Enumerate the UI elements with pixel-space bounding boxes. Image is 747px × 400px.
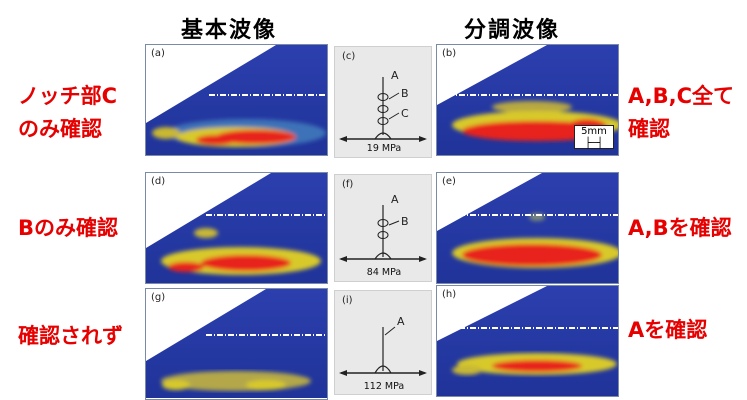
scale-bar: 5mm ├─┤ — [574, 125, 614, 149]
pressure-i: 112 MPa — [363, 381, 405, 392]
panel-label-g: (g) — [151, 292, 166, 303]
panel-label-h: (h) — [442, 289, 457, 300]
crack-label-c: C — [401, 107, 409, 120]
left-note-row2: Bのみ確認 — [18, 216, 119, 240]
panel-label-a: (a) — [151, 48, 165, 59]
panel-label-b: (b) — [442, 48, 457, 59]
panel-f-diagram: (f) A B 84 MPa — [334, 174, 432, 282]
fundamental-wave-header: 基本波像 — [181, 18, 278, 43]
pressure-c: 19 MPa — [366, 143, 402, 154]
panel-c-diagram: (c) A B C 19 MPa — [334, 46, 432, 158]
crack-label-a-i: A — [397, 315, 405, 328]
panel-h-subharmonic: (h) — [436, 285, 619, 397]
subharmonic-wave-header: 分調波像 — [464, 18, 561, 43]
crack-label-b-f: B — [401, 215, 409, 228]
panel-label-i: (i) — [342, 295, 353, 306]
panel-label-f: (f) — [342, 179, 354, 190]
crack-label-b: B — [401, 87, 409, 100]
right-note-row3: Aを確認 — [628, 318, 708, 342]
left-note-row1: ノッチ部C のみ確認 — [18, 84, 117, 141]
panel-a-fundamental: (a) — [145, 44, 328, 156]
right-note-row2: A,Bを確認 — [628, 216, 732, 240]
pressure-f: 84 MPa — [366, 267, 402, 278]
panel-label-d: (d) — [151, 176, 166, 187]
right-note-row1: A,B,C全て 確認 — [628, 84, 735, 141]
panel-b-subharmonic: (b) 5mm ├─┤ — [436, 44, 619, 156]
crack-label-a-f: A — [391, 193, 399, 206]
left-note-row3: 確認されず — [18, 324, 123, 348]
panel-e-subharmonic: (e) — [436, 172, 619, 284]
crack-label-a: A — [391, 69, 399, 82]
panel-label-c: (c) — [342, 51, 356, 62]
panel-d-fundamental: (d) — [145, 172, 328, 284]
panel-g-fundamental: (g) — [145, 288, 328, 400]
panel-label-e: (e) — [442, 176, 456, 187]
panel-i-diagram: (i) A 112 MPa — [334, 290, 432, 395]
